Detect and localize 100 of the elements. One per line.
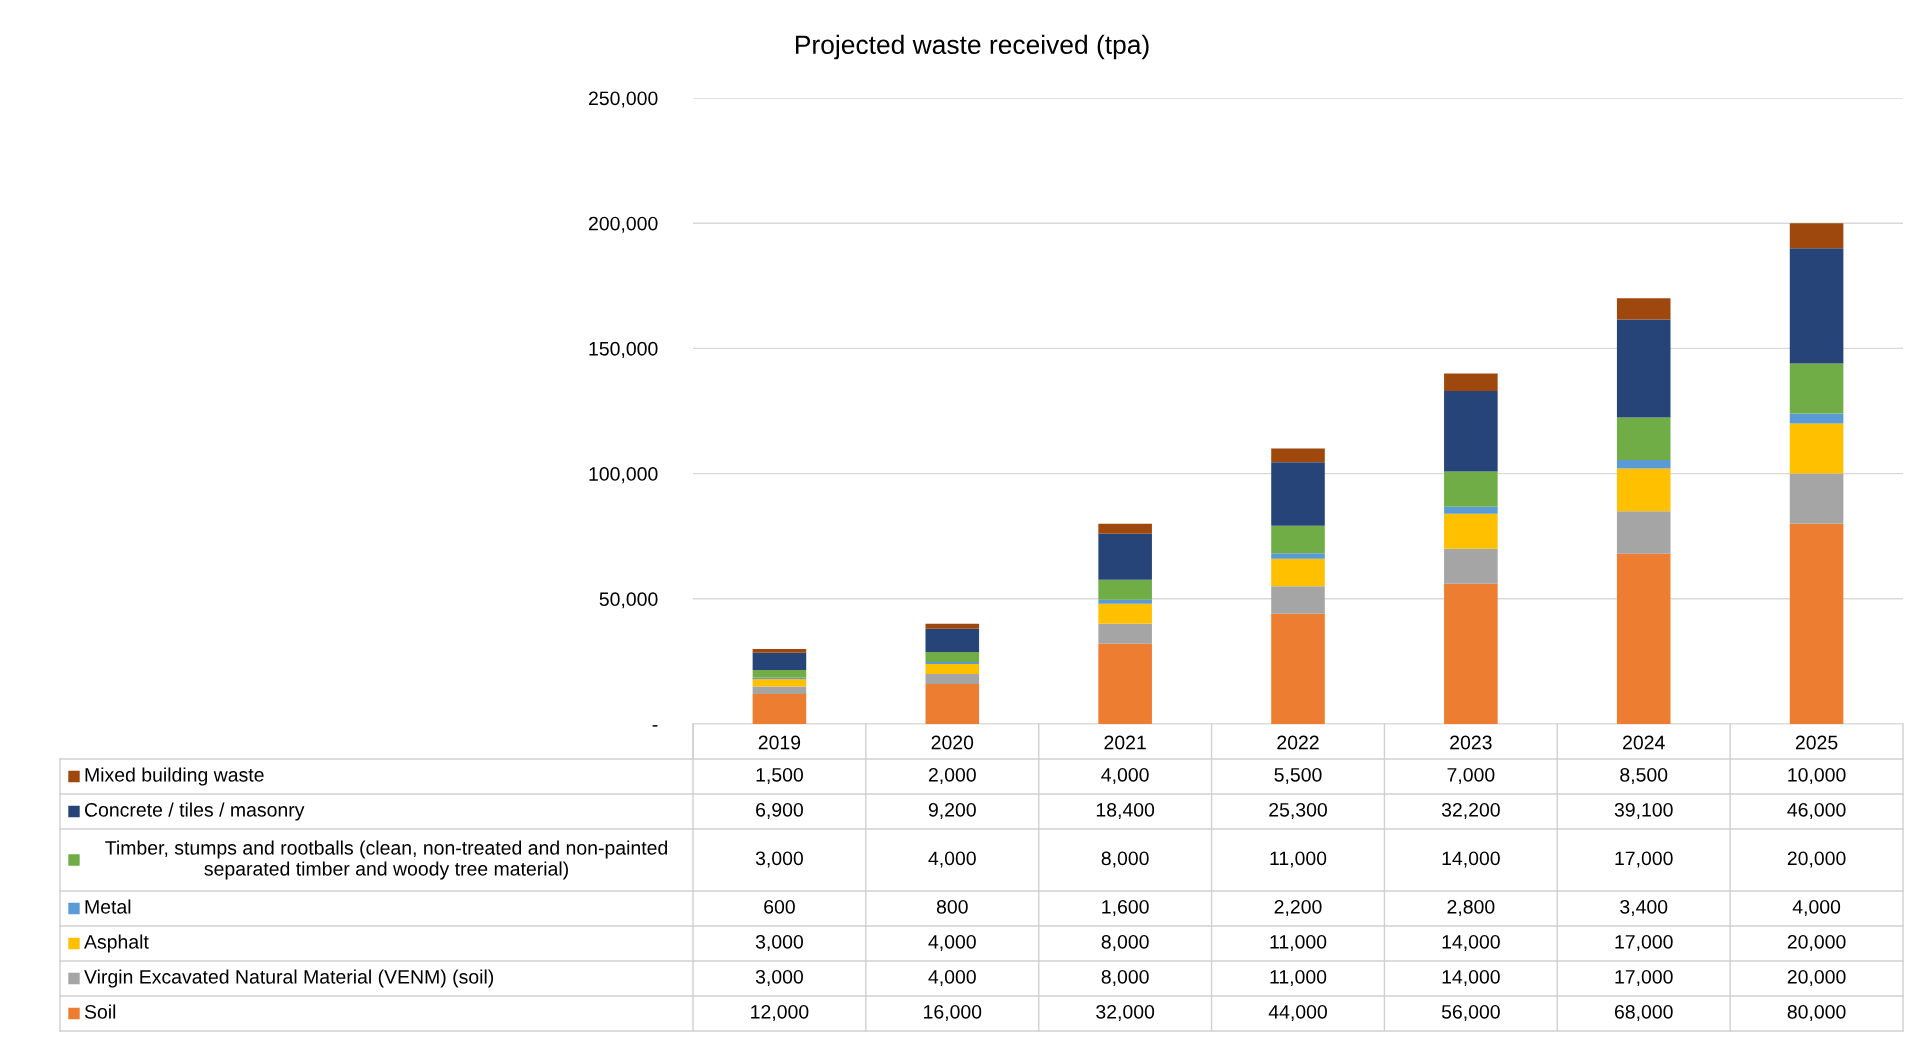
legend-label: Asphalt [84, 934, 149, 953]
bar [1098, 643, 1152, 724]
bar [925, 623, 980, 629]
bar [752, 678, 807, 687]
data-label: 2,800 [1447, 899, 1495, 917]
data-label: 800 [936, 899, 968, 914]
data-label: 20,000 [1787, 969, 1846, 987]
bar [1444, 583, 1498, 724]
data-label: 3,400 [1620, 899, 1668, 917]
bar [925, 673, 980, 684]
legend-label: Mixed building waste [85, 767, 264, 786]
data-label: 10,000 [1788, 767, 1846, 785]
bar [1444, 506, 1498, 514]
data-label: 68,000 [1614, 1004, 1673, 1022]
bar [925, 663, 980, 674]
x-tick-label: 2019 [758, 735, 801, 750]
data-label: 4,000 [928, 969, 976, 987]
bar [752, 693, 807, 724]
y-tick-label: - [652, 725, 658, 727]
data-label: 32,000 [1096, 1004, 1155, 1022]
bar [1098, 599, 1152, 604]
data-label: 8,000 [1101, 934, 1149, 952]
data-label: 8,000 [1101, 851, 1149, 868]
data-label: 12,000 [751, 1004, 809, 1022]
data-label: 11,000 [1270, 851, 1327, 868]
bar [1098, 603, 1152, 624]
bar [1444, 513, 1498, 549]
bar [1098, 623, 1152, 644]
y-tick-label: 250,000 [588, 91, 658, 108]
bar [1616, 417, 1671, 461]
bar [1271, 613, 1325, 724]
data-label: 56,000 [1441, 1004, 1500, 1022]
bar [1616, 553, 1671, 724]
data-label: 600 [764, 899, 795, 914]
data-label: 44,000 [1268, 1004, 1327, 1022]
data-label: 11,000 [1270, 969, 1327, 987]
data-label: 20,000 [1787, 934, 1846, 952]
data-label: 17,000 [1615, 851, 1673, 868]
data-label: 2,200 [1274, 899, 1322, 917]
bar [1789, 423, 1844, 474]
data-label: 17,000 [1615, 969, 1673, 987]
bar [1789, 523, 1844, 724]
x-tick-label: 2023 [1450, 735, 1492, 750]
y-tick-label: 150,000 [589, 341, 658, 358]
bar [925, 661, 980, 664]
x-tick-label: 2025 [1795, 735, 1838, 750]
legend-label: Concrete / tiles / masonry [84, 802, 305, 821]
data-label: 4,000 [928, 934, 976, 952]
bar [1789, 223, 1844, 249]
data-label: 25,300 [1269, 802, 1327, 820]
data-label: 5,500 [1274, 767, 1322, 785]
bar [752, 669, 807, 678]
data-label: 18,400 [1096, 802, 1155, 820]
y-tick-label: 200,000 [588, 216, 658, 233]
legend-label: Metal [85, 899, 131, 914]
data-label: 4,000 [1792, 899, 1841, 917]
data-label: 39,100 [1614, 802, 1673, 820]
bar [1789, 248, 1844, 364]
chart-title: Projected waste received (tpa) [795, 34, 1149, 60]
data-label: 8,000 [1101, 969, 1149, 987]
data-label: 1,500 [756, 767, 803, 785]
x-tick-label: 2020 [931, 735, 974, 750]
bar [752, 686, 807, 694]
data-label: 3,000 [755, 934, 803, 952]
data-label: 6,900 [756, 802, 803, 820]
bar [1444, 471, 1498, 507]
data-label: 3,000 [755, 969, 803, 987]
bar [1098, 533, 1152, 580]
bar [1789, 363, 1844, 414]
y-tick-label: 100,000 [589, 467, 658, 484]
data-label: 80,000 [1787, 1004, 1846, 1022]
bar [1271, 553, 1325, 559]
data-label: 14,000 [1442, 851, 1500, 868]
x-tick-label: 2021 [1104, 735, 1146, 750]
bar [752, 652, 807, 670]
data-label: 4,000 [1101, 767, 1149, 785]
data-label: 14,000 [1442, 969, 1500, 987]
data-label: 46,000 [1787, 802, 1846, 820]
bar [925, 683, 980, 724]
bar [1271, 525, 1325, 554]
bar [1271, 558, 1325, 587]
y-tick-label: 50,000 [599, 592, 658, 609]
data-label: 1,600 [1102, 899, 1149, 917]
data-label: 2,000 [928, 767, 976, 785]
bar [1789, 413, 1844, 424]
data-label: 7,000 [1447, 767, 1495, 785]
data-label: 17,000 [1615, 934, 1673, 952]
data-label: 32,200 [1441, 802, 1500, 820]
x-tick-label: 2024 [1623, 735, 1665, 750]
bar [1271, 448, 1325, 463]
data-label: 4,000 [928, 851, 976, 868]
bar [1271, 586, 1325, 614]
bar [1098, 523, 1152, 534]
bar [1616, 319, 1671, 418]
legend-label: Virgin Excavated Natural Material (VENM) (soil) [84, 969, 494, 988]
bar [1616, 460, 1671, 469]
bar [925, 651, 980, 662]
bar [1098, 579, 1152, 600]
bar [1616, 511, 1671, 554]
data-label: 8,500 [1620, 767, 1668, 785]
